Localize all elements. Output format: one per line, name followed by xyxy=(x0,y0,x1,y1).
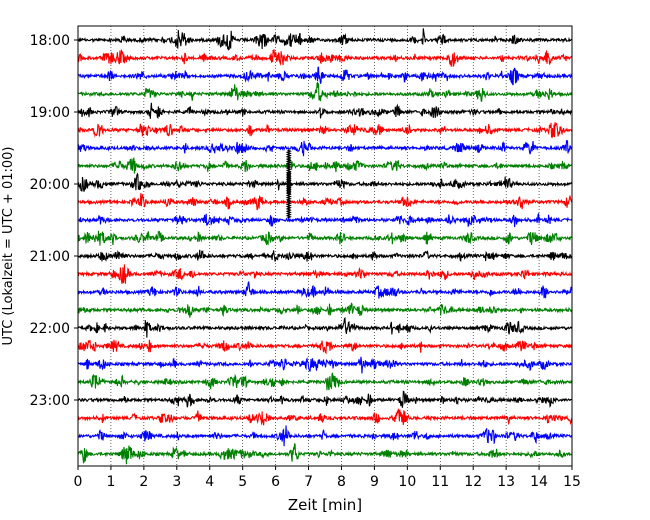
y-tick-label-2: 20:00 xyxy=(30,177,70,193)
y-tick-label-4: 22:00 xyxy=(30,321,70,337)
trace-1915 xyxy=(77,122,573,139)
event-spike-core xyxy=(286,172,291,194)
trace-2045 xyxy=(77,230,573,246)
trace-2300 xyxy=(77,390,573,409)
x-tick-label-12: 12 xyxy=(464,474,482,490)
x-tick-label-2: 2 xyxy=(139,474,148,490)
x-tick-label-7: 7 xyxy=(304,474,313,490)
trace-1815 xyxy=(77,49,573,68)
x-tick-label-8: 8 xyxy=(337,474,346,490)
trace-2315 xyxy=(77,408,573,426)
trace-2200 xyxy=(77,317,573,338)
x-tick-label-6: 6 xyxy=(271,474,280,490)
y-tick-label-0: 18:00 xyxy=(30,33,70,49)
trace-2345 xyxy=(77,443,573,465)
trace-1800 xyxy=(77,28,573,51)
y-axis-ticks: 18:00 19:00 20:00 21:00 22:00 23:00 xyxy=(30,33,78,409)
x-tick-label-5: 5 xyxy=(238,474,247,490)
trace-2100 xyxy=(77,249,573,263)
trace-1845 xyxy=(77,81,573,103)
trace-1830 xyxy=(77,66,573,86)
x-tick-label-13: 13 xyxy=(497,474,515,490)
trace-1930 xyxy=(77,139,573,157)
x-tick-label-10: 10 xyxy=(398,474,416,490)
trace-2030 xyxy=(77,212,573,228)
trace-2145 xyxy=(77,302,573,318)
x-tick-label-14: 14 xyxy=(530,474,548,490)
x-axis-title: Zeit [min] xyxy=(288,496,362,514)
x-tick-label-1: 1 xyxy=(106,474,115,490)
plot-area xyxy=(78,26,572,466)
x-tick-label-15: 15 xyxy=(563,474,581,490)
y-tick-label-1: 19:00 xyxy=(30,105,70,121)
x-tick-label-0: 0 xyxy=(74,474,83,490)
x-tick-label-3: 3 xyxy=(172,474,181,490)
y-axis-title: UTC (Lokalzeit = UTC + 01:00) xyxy=(1,147,16,346)
x-axis-ticks: 0 1 2 3 4 5 6 7 8 9 10 11 12 13 14 15 xyxy=(74,466,581,490)
plot-frame xyxy=(77,25,573,467)
traces xyxy=(77,28,573,465)
trace-2215 xyxy=(77,339,573,355)
trace-2015 xyxy=(77,193,573,211)
trace-2130 xyxy=(77,281,573,299)
y-tick-label-5: 23:00 xyxy=(30,393,70,409)
trace-2115 xyxy=(77,264,573,284)
trace-2330 xyxy=(77,425,573,447)
trace-2000 xyxy=(77,172,573,192)
trace-2245 xyxy=(77,372,573,391)
x-tick-label-11: 11 xyxy=(431,474,449,490)
x-tick-label-4: 4 xyxy=(205,474,214,490)
y-tick-label-3: 21:00 xyxy=(30,249,70,265)
x-tick-label-9: 9 xyxy=(370,474,379,490)
trace-2230 xyxy=(77,356,573,374)
trace-1900 xyxy=(77,102,573,120)
trace-1945 xyxy=(77,157,573,174)
x-grid xyxy=(110,26,540,466)
